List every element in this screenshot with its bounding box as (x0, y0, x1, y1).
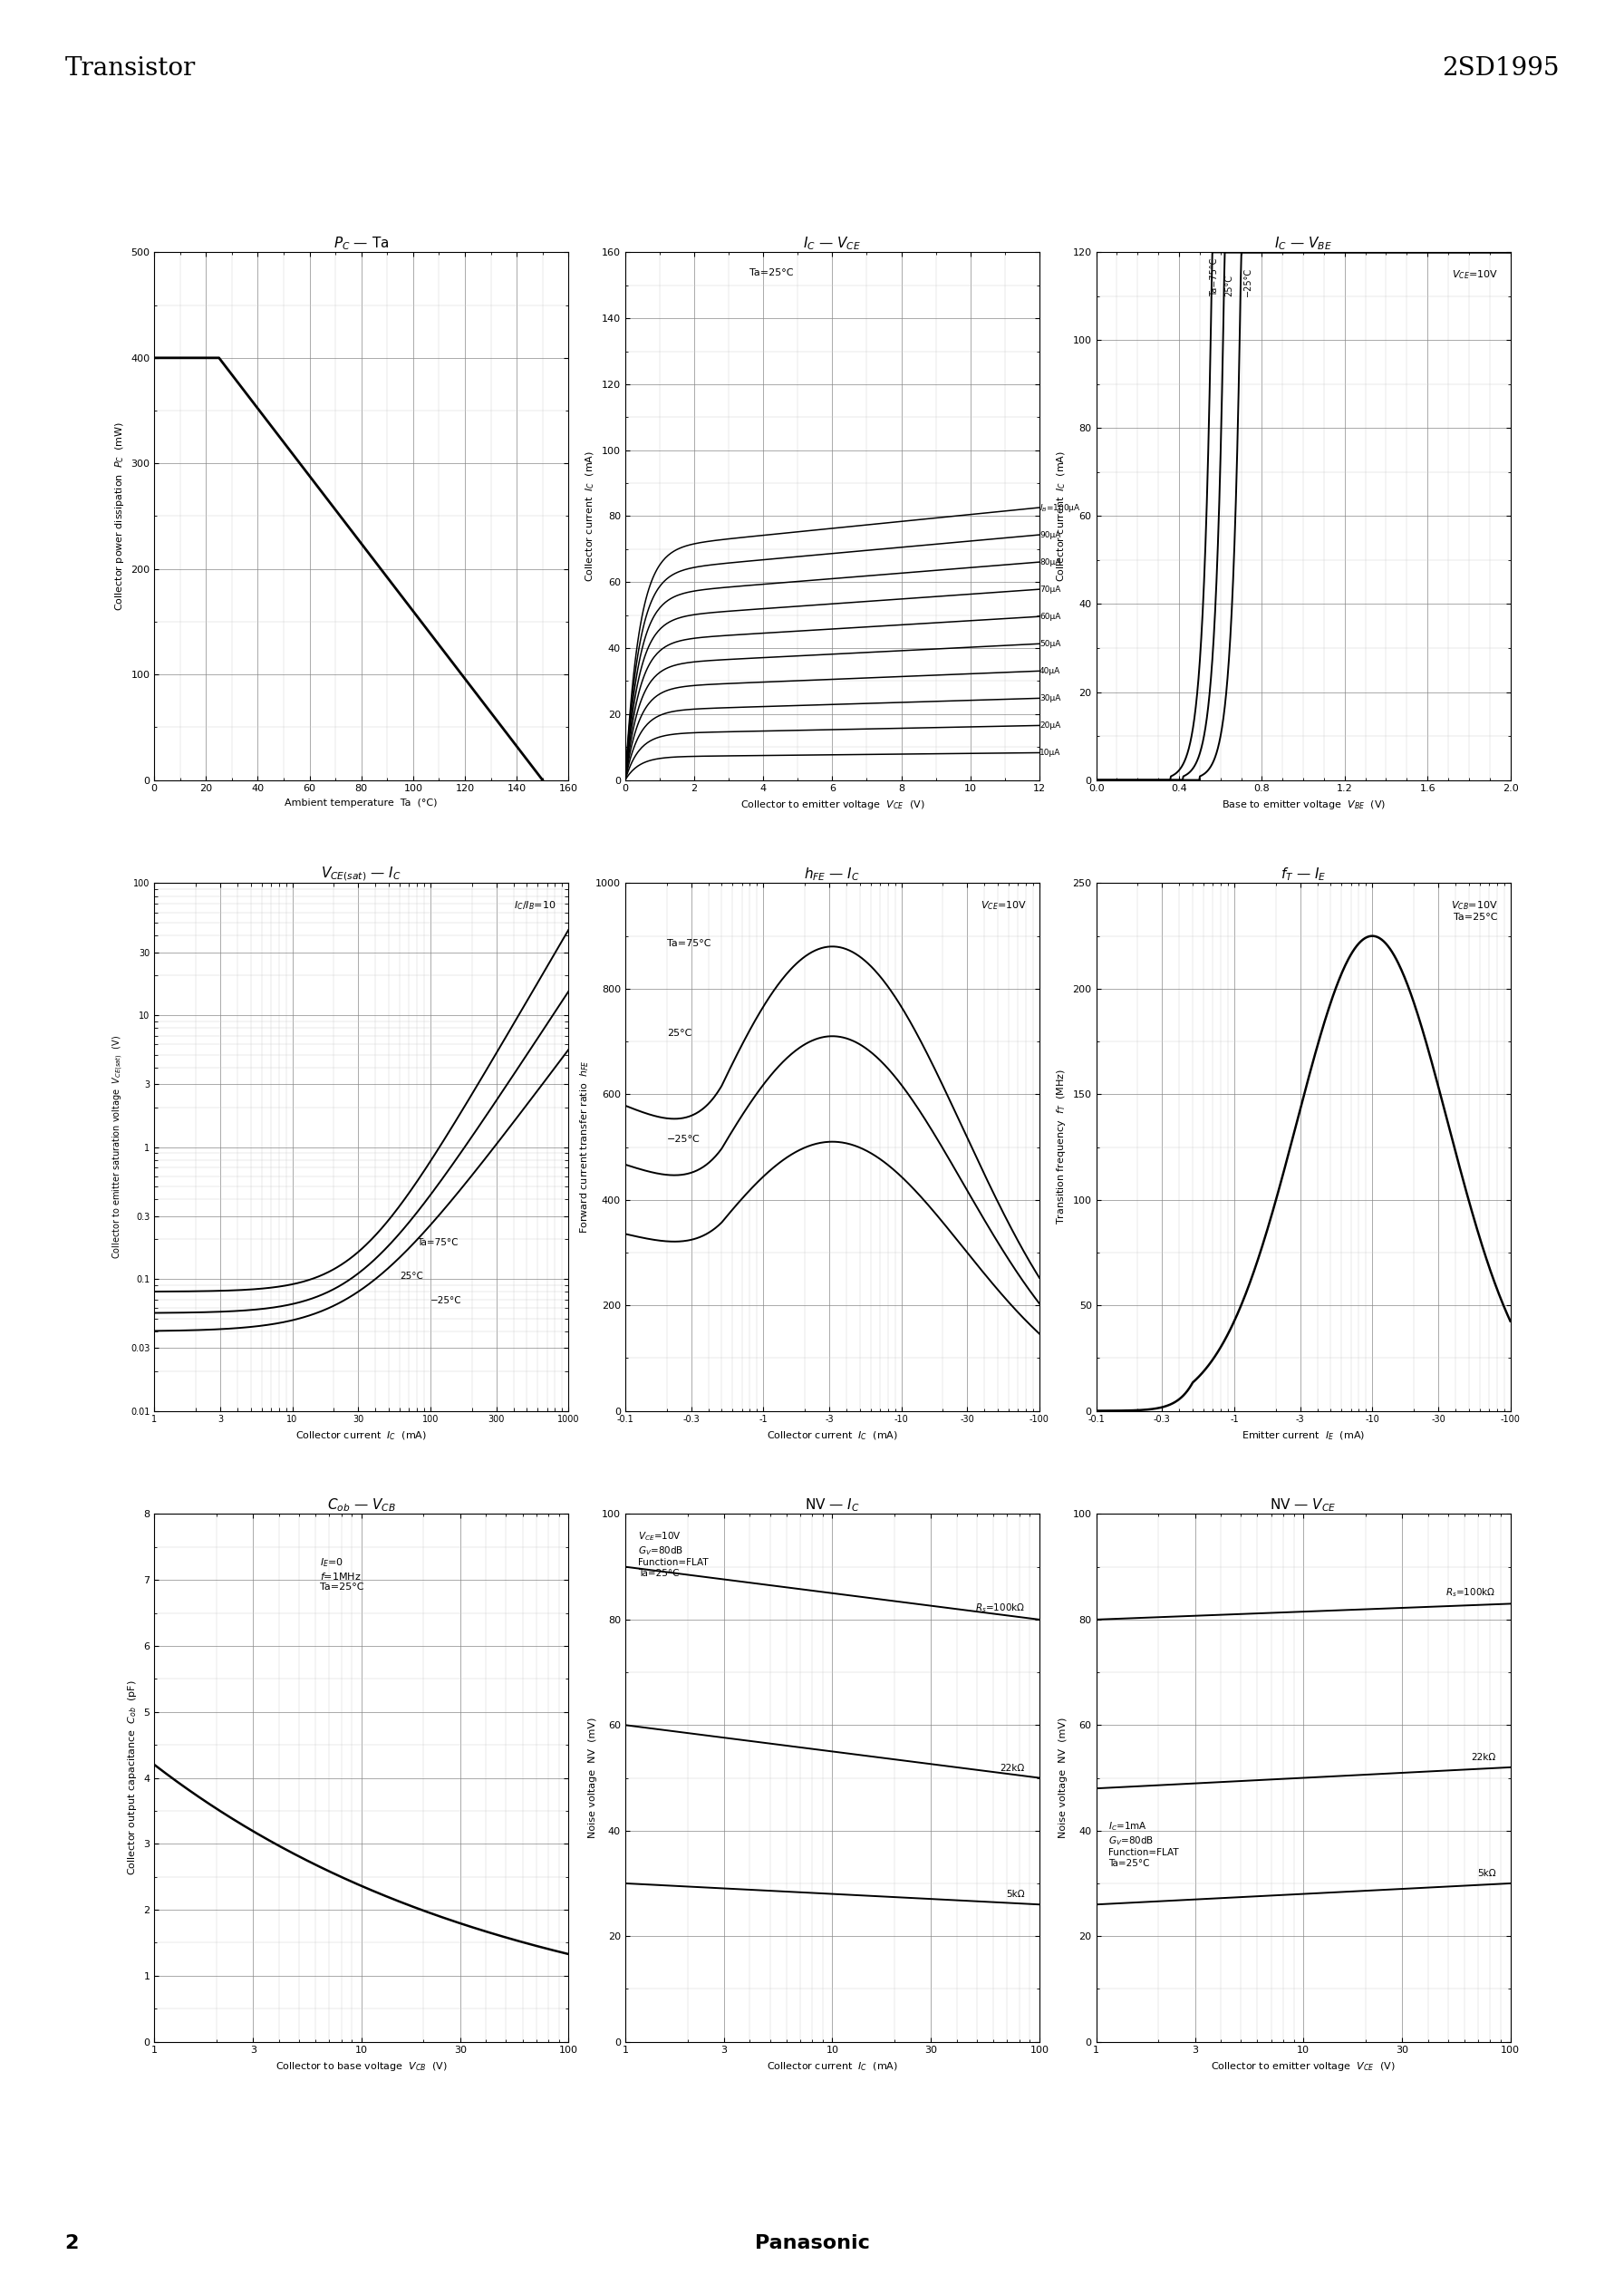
X-axis label: Collector to base voltage  $V_{CB}$  (V): Collector to base voltage $V_{CB}$ (V) (276, 2060, 447, 2074)
Text: Ta=75°C: Ta=75°C (417, 1239, 458, 1248)
X-axis label: Collector to emitter voltage  $V_{CE}$  (V): Collector to emitter voltage $V_{CE}$ (V… (1212, 2060, 1395, 2074)
Title: NV — $I_C$: NV — $I_C$ (806, 1496, 859, 1514)
Text: $I_B$=100μA: $I_B$=100μA (1039, 502, 1082, 514)
Text: 25°C: 25°C (667, 1030, 692, 1037)
Y-axis label: Noise voltage  NV  (mV): Noise voltage NV (mV) (1059, 1718, 1067, 1837)
Title: $I_C$ — $V_{BE}$: $I_C$ — $V_{BE}$ (1275, 234, 1332, 252)
Text: Transistor: Transistor (65, 55, 195, 80)
X-axis label: Collector current  $I_C$  (mA): Collector current $I_C$ (mA) (767, 2060, 898, 2071)
X-axis label: Ambient temperature  Ta  (°C): Ambient temperature Ta (°C) (284, 798, 438, 807)
Y-axis label: Collector output capacitance  $C_{ob}$  (pF): Collector output capacitance $C_{ob}$ (p… (125, 1679, 138, 1876)
Text: 70μA: 70μA (1039, 585, 1060, 594)
Text: Panasonic: Panasonic (755, 2234, 869, 2253)
Y-axis label: Collector current  $I_C$  (mA): Collector current $I_C$ (mA) (585, 450, 596, 583)
Y-axis label: Collector power dissipation  $P_C$  (mW): Collector power dissipation $P_C$ (mW) (114, 422, 125, 610)
Text: $I_E$=0
$f$=1MHz
Ta=25°C: $I_E$=0 $f$=1MHz Ta=25°C (320, 1555, 364, 1592)
Text: $R_s$=100kΩ: $R_s$=100kΩ (1445, 1585, 1496, 1599)
Text: Ta=25°C: Ta=25°C (750, 268, 794, 278)
Text: 20μA: 20μA (1039, 720, 1060, 729)
Y-axis label: Forward current transfer ratio  $h_{FE}$: Forward current transfer ratio $h_{FE}$ (578, 1060, 591, 1234)
Text: $I_C$=1mA
$G_V$=80dB
Function=FLAT
Ta=25°C: $I_C$=1mA $G_V$=80dB Function=FLAT Ta=25… (1109, 1819, 1179, 1867)
Text: 25°C: 25°C (400, 1271, 424, 1280)
Title: NV — $V_{CE}$: NV — $V_{CE}$ (1270, 1496, 1337, 1514)
Text: 5kΩ: 5kΩ (1005, 1890, 1025, 1899)
Text: Ta=75°C: Ta=75°C (1210, 257, 1220, 296)
Text: Ta=75°C: Ta=75°C (667, 938, 711, 947)
Title: $V_{CE(sat)}$ — $I_C$: $V_{CE(sat)}$ — $I_C$ (322, 865, 401, 883)
Text: $V_{CE}$=10V
$G_V$=80dB
Function=FLAT
Ta=25°C: $V_{CE}$=10V $G_V$=80dB Function=FLAT Ta… (638, 1530, 708, 1578)
Text: −25°C: −25°C (430, 1296, 461, 1305)
Text: 5kΩ: 5kΩ (1476, 1870, 1496, 1879)
Y-axis label: Collector current  $I_C$  (mA): Collector current $I_C$ (mA) (1056, 450, 1067, 583)
X-axis label: Base to emitter voltage  $V_{BE}$  (V): Base to emitter voltage $V_{BE}$ (V) (1221, 798, 1385, 812)
Title: $I_C$ — $V_{CE}$: $I_C$ — $V_{CE}$ (804, 234, 861, 252)
Title: $C_{ob}$ — $V_{CB}$: $C_{ob}$ — $V_{CB}$ (326, 1496, 396, 1514)
X-axis label: Collector current  $I_C$  (mA): Collector current $I_C$ (mA) (296, 1429, 427, 1441)
X-axis label: Collector current  $I_C$  (mA): Collector current $I_C$ (mA) (767, 1429, 898, 1441)
Text: 50μA: 50μA (1039, 640, 1060, 647)
Text: 30μA: 30μA (1039, 695, 1060, 702)
Text: 25°C: 25°C (1224, 275, 1234, 296)
Text: $V_{CB}$=10V
Ta=25°C: $V_{CB}$=10V Ta=25°C (1452, 899, 1497, 922)
Text: $V_{CE}$=10V: $V_{CE}$=10V (981, 899, 1026, 911)
Text: 22kΩ: 22kΩ (1000, 1764, 1025, 1773)
Title: $f_T$ — $I_E$: $f_T$ — $I_E$ (1280, 865, 1327, 883)
Text: 2SD1995: 2SD1995 (1442, 55, 1559, 80)
Text: $R_s$=100kΩ: $R_s$=100kΩ (974, 1601, 1025, 1615)
Text: 10μA: 10μA (1039, 748, 1060, 757)
Text: 2: 2 (65, 2234, 80, 2253)
Title: $h_{FE}$ — $I_C$: $h_{FE}$ — $I_C$ (804, 865, 861, 883)
Y-axis label: Collector to emitter saturation voltage  $V_{CE(sat)}$  (V): Collector to emitter saturation voltage … (112, 1035, 125, 1259)
Text: −25°C: −25°C (1244, 266, 1252, 296)
Text: $V_{CE}$=10V: $V_{CE}$=10V (1452, 268, 1497, 280)
Y-axis label: Noise voltage  NV  (mV): Noise voltage NV (mV) (588, 1718, 596, 1837)
Text: 60μA: 60μA (1039, 612, 1060, 622)
Text: 80μA: 80μA (1039, 557, 1060, 567)
X-axis label: Emitter current  $I_E$  (mA): Emitter current $I_E$ (mA) (1242, 1429, 1364, 1441)
Text: 40μA: 40μA (1039, 668, 1060, 674)
Text: $I_C$/$I_B$=10: $I_C$/$I_B$=10 (513, 899, 555, 911)
Text: 22kΩ: 22kΩ (1471, 1753, 1496, 1762)
Y-axis label: Transition frequency  $f_T$  (MHz): Transition frequency $f_T$ (MHz) (1056, 1069, 1067, 1225)
Text: 90μA: 90μA (1039, 530, 1060, 539)
Title: $P_C$ — Ta: $P_C$ — Ta (333, 234, 390, 252)
Text: −25°C: −25°C (667, 1136, 700, 1142)
X-axis label: Collector to emitter voltage  $V_{CE}$  (V): Collector to emitter voltage $V_{CE}$ (V… (741, 798, 924, 812)
